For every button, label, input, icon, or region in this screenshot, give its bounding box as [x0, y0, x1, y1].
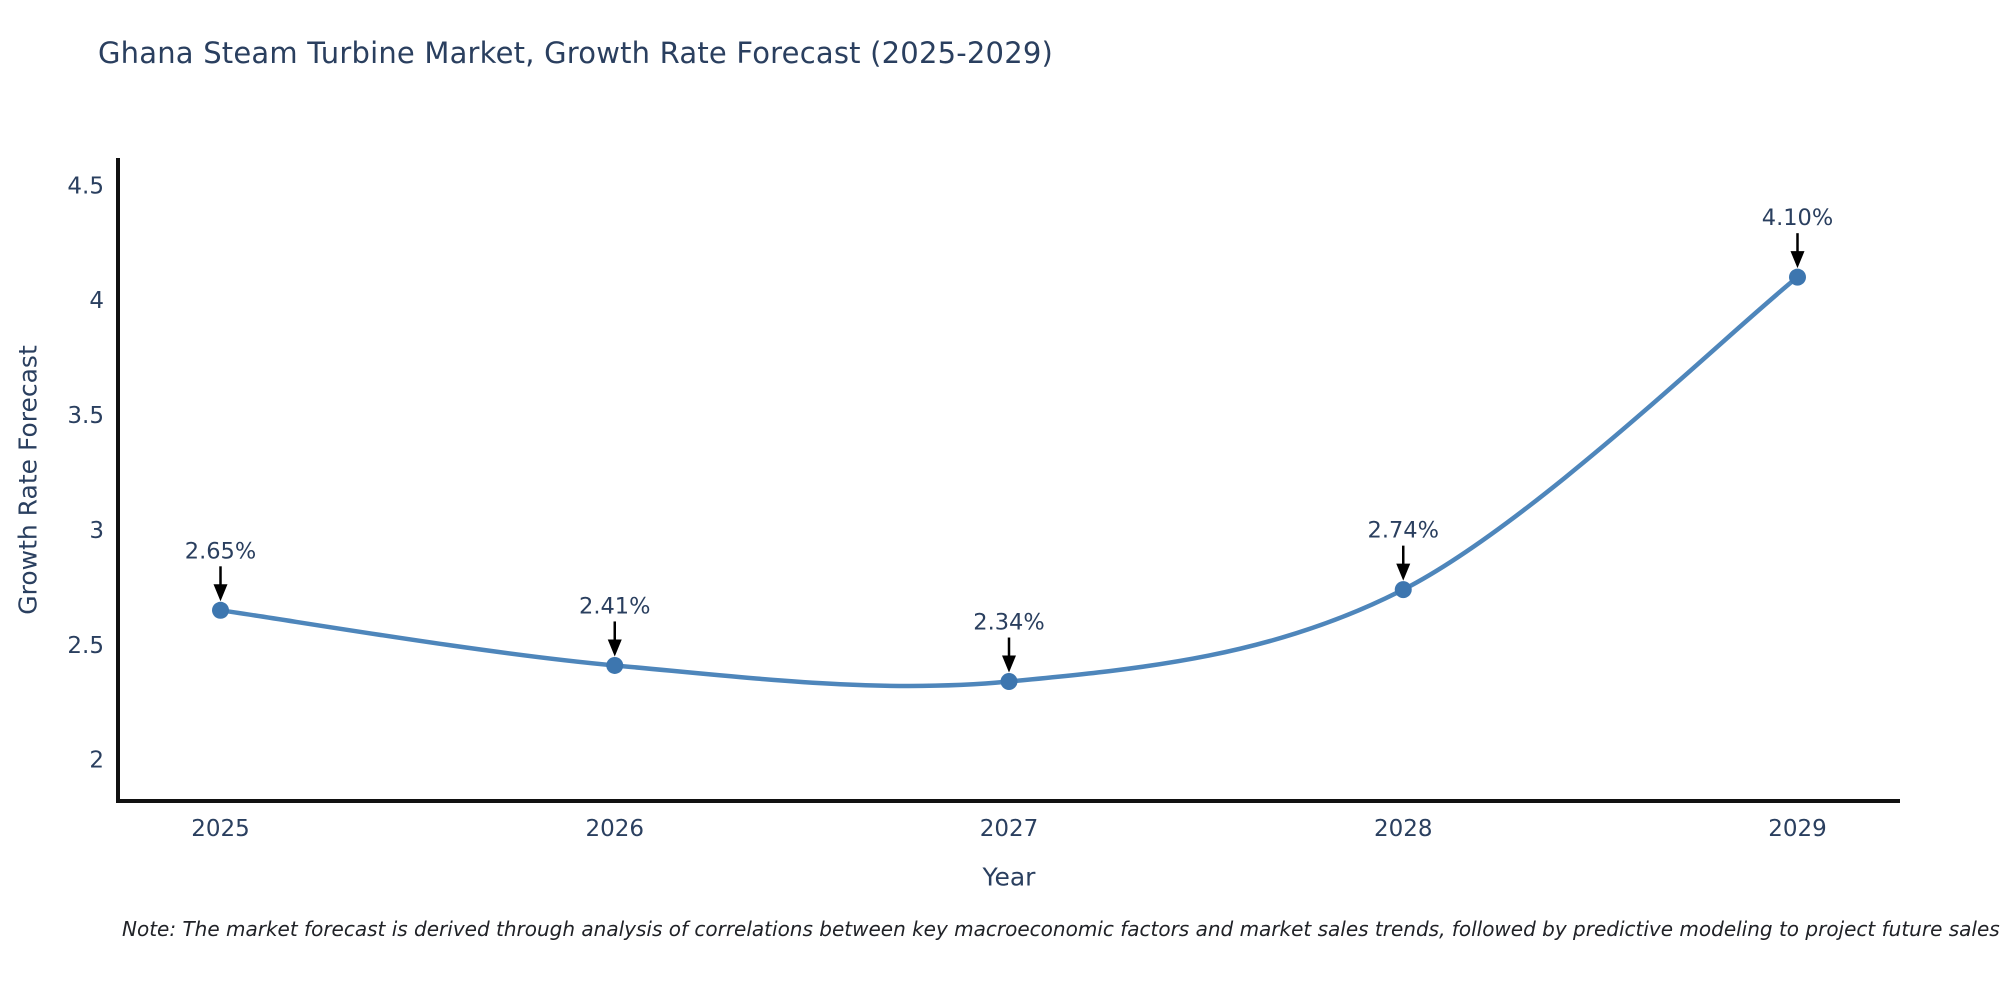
x-tick-label: 2025	[191, 816, 250, 842]
y-axis-title: Growth Rate Forecast	[13, 345, 43, 615]
annotation-arrow-head	[607, 639, 622, 657]
data-point-label: 2.34%	[973, 610, 1044, 636]
data-point-label: 4.10%	[1762, 205, 1833, 231]
x-tick-label: 2026	[585, 816, 644, 842]
y-tick-label: 3.5	[67, 403, 104, 429]
series-line	[220, 275, 1799, 689]
footnote: Note: The market forecast is derived thr…	[122, 917, 2000, 941]
data-point-marker[interactable]	[1788, 268, 1806, 286]
chart-title: Ghana Steam Turbine Market, Growth Rate …	[98, 36, 1054, 70]
x-tick-label: 2029	[1768, 816, 1827, 842]
data-point-label: 2.65%	[185, 538, 256, 564]
annotation-arrow-head	[1790, 251, 1805, 269]
data-point-label: 2.41%	[579, 593, 650, 619]
axis-spines	[116, 158, 1900, 803]
data-point-label: 2.74%	[1368, 518, 1439, 544]
annotation-arrow-head	[1002, 655, 1016, 673]
data-point-marker[interactable]	[1000, 673, 1018, 691]
x-tick-label: 2027	[980, 816, 1039, 842]
annotation-arrow-head	[213, 584, 228, 602]
annotation-arrow-head	[1396, 563, 1411, 581]
y-tick-label: 4	[89, 288, 104, 314]
y-tick-label: 3	[89, 518, 104, 544]
data-point-marker[interactable]	[212, 601, 230, 619]
data-point-marker[interactable]	[1394, 581, 1412, 599]
x-axis-title: Year	[982, 862, 1036, 892]
data-point-marker[interactable]	[606, 656, 624, 674]
y-tick-label: 4.5	[67, 173, 104, 199]
x-tick-label: 2028	[1374, 816, 1433, 842]
y-tick-label: 2	[89, 748, 104, 774]
y-tick-label: 2.5	[67, 633, 104, 659]
